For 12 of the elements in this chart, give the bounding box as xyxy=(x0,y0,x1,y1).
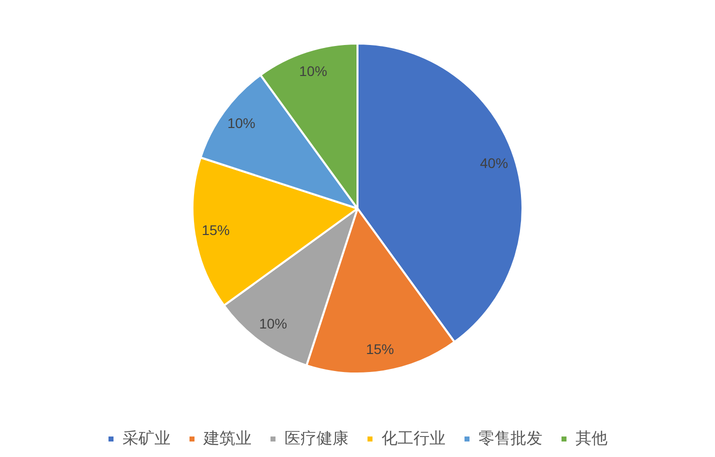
data-label: 10% xyxy=(227,114,256,131)
legend-label: 零售批发 xyxy=(478,430,542,448)
data-label: 15% xyxy=(366,341,394,358)
data-label: 40% xyxy=(480,155,508,171)
data-label: 10% xyxy=(299,62,328,79)
data-label: 10% xyxy=(259,315,288,332)
legend-label: 其他 xyxy=(576,429,608,448)
legend-label: 化工行业 xyxy=(382,429,446,448)
legend-label: 医疗健康 xyxy=(284,429,348,448)
legend-label: 采矿业 xyxy=(122,429,170,448)
legend-label: 建筑业 xyxy=(202,429,252,448)
data-label: 15% xyxy=(202,222,230,238)
